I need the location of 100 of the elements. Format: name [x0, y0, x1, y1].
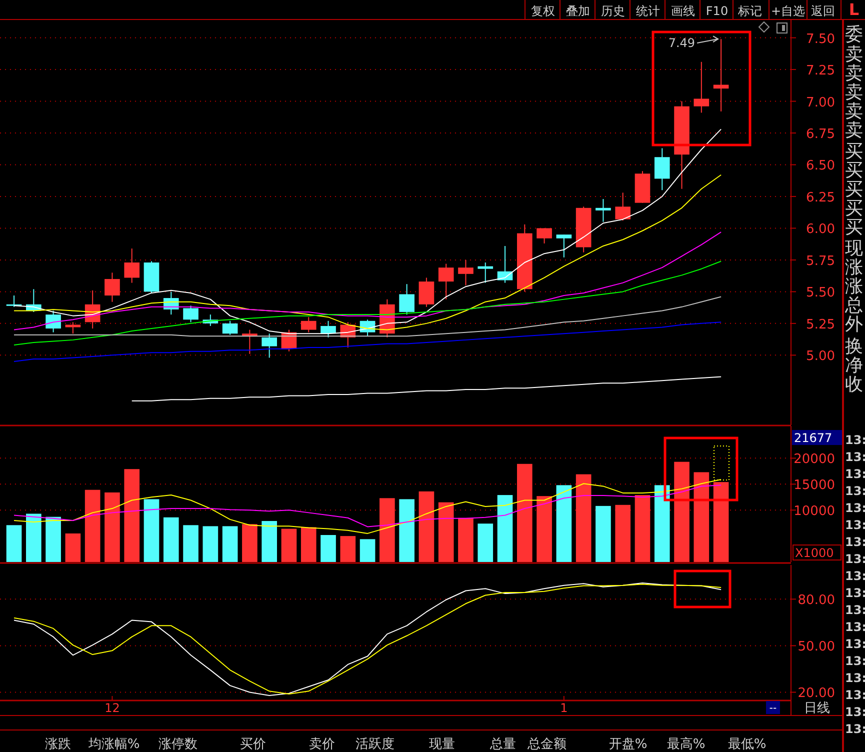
bar	[694, 472, 710, 562]
y-tick-label: 7.00	[806, 95, 835, 110]
text: 买价	[240, 737, 266, 752]
text: 复权	[531, 4, 555, 18]
text: 13:	[845, 688, 865, 702]
text: 13:	[845, 501, 865, 515]
text: 13:	[845, 552, 865, 566]
bar	[458, 518, 474, 562]
text: 活跃度	[356, 736, 394, 752]
line-series	[14, 260, 722, 346]
bar	[478, 524, 494, 562]
text: 13:	[845, 467, 865, 481]
bar	[438, 502, 454, 562]
candlestick	[713, 38, 729, 112]
text: 13:	[845, 671, 865, 685]
bar	[104, 492, 120, 562]
text: 13:	[845, 603, 865, 617]
line-series	[131, 376, 722, 402]
text: 卖价	[309, 737, 335, 752]
bar	[26, 514, 42, 562]
bar	[713, 482, 729, 562]
candlestick	[458, 259, 474, 286]
text: 涨停数	[158, 737, 198, 752]
y-tick-label: 7.50	[806, 32, 835, 47]
text: 买	[845, 141, 863, 162]
text: 涨	[845, 257, 863, 278]
y-tick-label: 10000	[794, 504, 835, 520]
text: 卖	[845, 120, 863, 141]
bar	[399, 499, 414, 562]
y-tick-label: 5.00	[806, 349, 835, 364]
candlestick	[478, 262, 494, 284]
text: 卖	[845, 82, 863, 103]
bar	[202, 526, 218, 562]
candlestick	[556, 234, 572, 258]
candlestick	[300, 316, 316, 333]
bar	[124, 469, 140, 562]
text: 总	[844, 295, 863, 316]
y-tick-label: 6.00	[806, 222, 835, 238]
text: 买	[845, 160, 863, 181]
candlestick	[654, 148, 670, 191]
bar	[418, 491, 434, 562]
text: 总金额	[526, 737, 566, 752]
text: 统计	[636, 4, 660, 18]
text: 叠加	[566, 4, 590, 18]
bar	[674, 462, 690, 562]
bar	[536, 496, 552, 562]
y-tick-label: 6.25	[806, 190, 835, 206]
text: 开盘%	[608, 737, 648, 752]
text: 标记	[737, 4, 762, 18]
candlestick	[65, 322, 81, 334]
text: 卖	[845, 63, 863, 84]
bar	[634, 495, 650, 562]
text: 最高%	[666, 736, 706, 752]
text: F10	[706, 4, 728, 18]
text: 涨跌	[45, 737, 71, 752]
text: 13:	[845, 484, 865, 498]
candlestick	[222, 320, 238, 336]
candlestick	[399, 284, 414, 316]
bar	[183, 525, 198, 562]
bar	[360, 539, 376, 562]
candlestick	[438, 263, 454, 300]
text: 画线	[671, 4, 695, 18]
y-tick-label: 6.75	[806, 126, 835, 142]
bar	[556, 485, 572, 562]
text: 买	[845, 217, 863, 238]
text: 13:	[845, 705, 865, 719]
candlestick	[536, 228, 552, 244]
text: 日线	[804, 701, 830, 716]
bar	[84, 490, 100, 562]
text: 收	[845, 374, 863, 395]
text: --	[769, 703, 777, 714]
text: 净	[845, 355, 863, 376]
candlestick	[46, 310, 61, 333]
candlestick	[124, 248, 140, 284]
y-tick-label: 5.25	[806, 317, 835, 332]
bar	[380, 498, 395, 562]
text: 现量	[429, 737, 455, 752]
text: 13:	[845, 535, 865, 549]
text: 买	[845, 179, 863, 200]
text: 13:	[845, 518, 865, 532]
y-tick-label: 6.50	[806, 158, 835, 174]
text: 13:	[845, 637, 865, 651]
candlestick	[615, 192, 631, 222]
candlestick	[262, 333, 277, 358]
candlestick	[418, 277, 434, 308]
bar	[340, 536, 356, 562]
text: 历史	[601, 4, 625, 18]
text: 13:	[845, 654, 865, 668]
text: 均涨幅%	[87, 737, 140, 752]
bar	[222, 526, 238, 562]
text: +自选	[770, 4, 806, 18]
annotation: 7.49	[668, 36, 696, 50]
bar	[576, 474, 592, 562]
text: 最低%	[728, 737, 766, 752]
y-tick-label: 20.00	[798, 686, 835, 702]
text: 13:	[845, 586, 865, 600]
bar	[6, 525, 22, 562]
text: X1000	[795, 546, 834, 560]
text: L	[848, 0, 860, 19]
x-tick-label: 1	[560, 701, 568, 715]
